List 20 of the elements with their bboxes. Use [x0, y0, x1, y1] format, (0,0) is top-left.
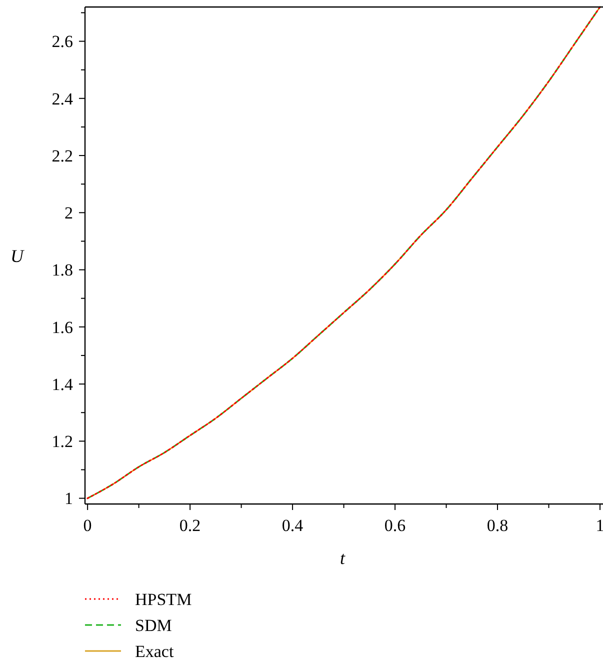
y-tick-label: 1.4	[52, 374, 74, 394]
y-axis-title: U	[10, 246, 24, 266]
x-axis-title: t	[340, 548, 346, 568]
x-tick-label: 0	[83, 516, 92, 535]
x-tick-label: 0.6	[384, 516, 406, 535]
x-tick-label: 1	[596, 516, 603, 535]
y-tick-label: 2	[64, 204, 73, 223]
y-tick-label: 2.4	[52, 89, 74, 108]
x-tick-label: 0.2	[179, 516, 201, 535]
legend-label: HPSTM	[135, 590, 192, 609]
y-tick-label: 2.6	[52, 32, 73, 52]
y-tick-label: 1	[64, 489, 73, 508]
y-tick-label: 1.2	[52, 432, 73, 452]
y-tick-label: 1.6	[52, 318, 73, 337]
x-tick-label: 0.4	[282, 516, 304, 535]
y-tick-label: 1.8	[52, 260, 73, 280]
legend-label: SDM	[135, 616, 172, 635]
y-tick-label: 2.2	[52, 146, 73, 166]
x-tick-label: 0.8	[486, 516, 508, 535]
legend-label: Exact	[135, 642, 174, 661]
